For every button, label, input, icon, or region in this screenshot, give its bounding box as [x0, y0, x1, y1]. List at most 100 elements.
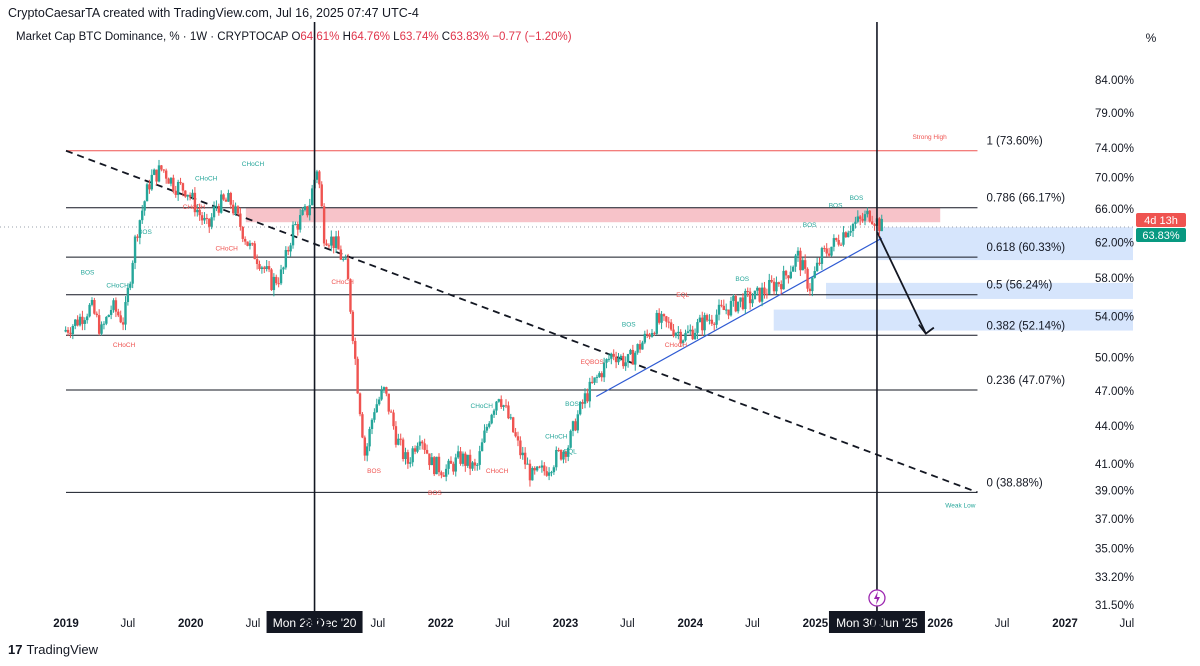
y-tick-label: 66.00% [1095, 204, 1134, 216]
candle-body [540, 465, 544, 468]
candle-body [519, 440, 522, 456]
candle-body [724, 309, 728, 311]
candle-body [861, 218, 864, 221]
candle-body [162, 169, 165, 171]
candle-body [119, 315, 122, 323]
candle-body [827, 253, 831, 256]
fib-label: 1 (73.60%) [986, 136, 1042, 148]
candle-body [160, 165, 163, 170]
candle-body [710, 319, 714, 324]
structure-label: CHoCH [486, 468, 509, 475]
candle-body [303, 206, 307, 210]
candle-body [193, 192, 197, 213]
ohlc-low: L63.74% [393, 31, 439, 43]
candle-body [574, 421, 577, 431]
fib-label: 0.618 (60.33%) [986, 242, 1065, 254]
y-tick-label: 39.00% [1095, 486, 1134, 498]
candle-body [820, 248, 824, 264]
price-chart[interactable]: 1 (73.60%) 0.786 (66.17%) 0.618 (60.33%) 0.… [0, 0, 1200, 640]
candle-body [538, 466, 541, 468]
candle-body [325, 243, 328, 246]
candle-body [409, 462, 412, 464]
candle-body [411, 448, 414, 463]
candle-body [117, 311, 120, 316]
candle-body [377, 399, 381, 405]
candle-body [349, 279, 352, 312]
candle-body [736, 301, 740, 312]
candle-body [588, 381, 591, 402]
candle-body [880, 218, 883, 232]
candle-body [148, 184, 151, 190]
candle-body [263, 267, 266, 269]
y-tick-label: 33.20% [1095, 572, 1134, 584]
structure-label: CHoCH [106, 283, 129, 290]
candle-body [657, 312, 661, 323]
candle-body [511, 417, 515, 433]
candle-body [851, 223, 855, 231]
candle-body [215, 205, 218, 207]
candle-body [646, 333, 649, 335]
candle-body [715, 314, 718, 325]
candle-body [839, 244, 843, 246]
candle-body [806, 268, 809, 289]
x-tick-label: 2019 [53, 618, 79, 630]
candle-body [504, 405, 508, 407]
candle-body [837, 240, 840, 245]
candle-body [564, 451, 568, 457]
arrow-head-icon [918, 324, 935, 335]
x-tick-label: Jul [246, 618, 261, 630]
price-axis: 84.00% 79.00% 74.00% 70.00% 66.00% 62.00% 58.0… [1095, 75, 1186, 612]
candle-body [181, 183, 185, 191]
candle-body [289, 245, 292, 252]
candle-body [684, 332, 687, 341]
candle-body [698, 317, 702, 323]
countdown-tag: 4d 13h [1144, 215, 1178, 227]
fib-label: 0.382 (52.14%) [986, 320, 1065, 332]
candle-body [468, 454, 472, 469]
candle-body [655, 312, 658, 334]
candle-body [401, 439, 405, 460]
candle-body [634, 352, 637, 365]
candle-body [399, 438, 402, 440]
candle-body [796, 250, 800, 256]
x-tick-label: 2027 [1052, 618, 1078, 630]
candle-body [732, 295, 735, 301]
candle-body [265, 266, 268, 269]
x-tick-label: Jul [121, 618, 136, 630]
candle-body [464, 453, 467, 466]
candle-body [650, 332, 654, 337]
candle-body [95, 313, 98, 316]
candle-body [176, 181, 180, 195]
candle-body [674, 333, 678, 337]
attribution-text: CryptoCaesarTA created with TradingView.… [8, 6, 419, 20]
candle-body [246, 241, 249, 246]
candle-body [545, 471, 548, 476]
scale-mode-label[interactable]: % [1146, 31, 1157, 45]
candle-body [713, 323, 716, 325]
structure-label: CHoCH [545, 433, 568, 440]
y-tick-label: 70.00% [1095, 173, 1134, 185]
candle-body [579, 402, 582, 415]
candle-body [830, 246, 833, 256]
candle-body [497, 399, 501, 402]
candle-body [576, 414, 580, 431]
candle-body [782, 270, 785, 290]
candle-body [346, 258, 350, 280]
fib-label: 0.236 (47.07%) [986, 375, 1065, 387]
candle-body [243, 238, 247, 242]
candle-body [552, 467, 556, 473]
candle-body [100, 324, 103, 334]
candle-body [239, 213, 242, 227]
candle-body [404, 452, 407, 460]
candle-body [373, 412, 376, 420]
projection-arrow [876, 231, 927, 335]
structure-label: BOS [428, 490, 442, 497]
candle-body [387, 393, 390, 412]
candle-body [784, 270, 788, 276]
footer: 17 TradingView [8, 642, 98, 657]
candle-body [308, 205, 311, 216]
candle-body [478, 451, 481, 465]
candle-body [212, 206, 216, 218]
date-tag-label: Mon 28 Dec '20 [273, 616, 357, 630]
candle-body [595, 376, 599, 378]
